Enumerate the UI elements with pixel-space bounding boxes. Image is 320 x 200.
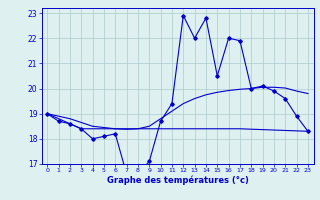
X-axis label: Graphe des températures (°c): Graphe des températures (°c)	[107, 176, 249, 185]
